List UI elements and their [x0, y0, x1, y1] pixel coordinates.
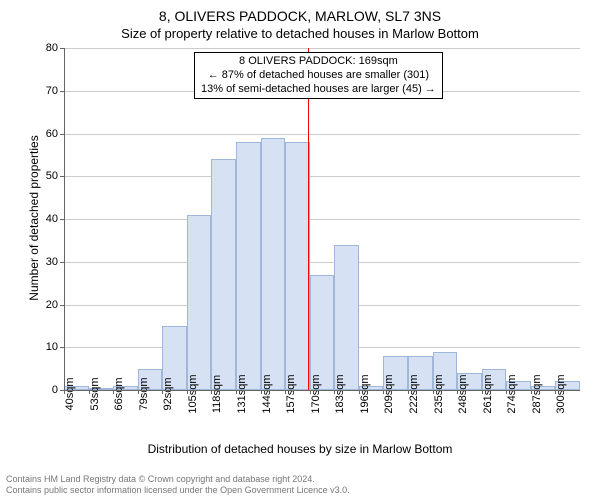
- ytick-label: 10: [46, 341, 58, 353]
- xtick-label: 118sqm: [211, 375, 223, 413]
- histogram-bar: [211, 159, 236, 390]
- xtick-label: 222sqm: [408, 374, 420, 413]
- gridline: [64, 262, 580, 263]
- annotation-line: 13% of semi-detached houses are larger (…: [201, 83, 436, 97]
- xtick-label: 209sqm: [383, 374, 395, 413]
- xtick-label: 144sqm: [261, 374, 273, 413]
- footer-line: Contains HM Land Registry data © Crown c…: [6, 474, 350, 485]
- ytick-label: 30: [46, 256, 58, 268]
- ytick-label: 50: [46, 170, 58, 182]
- ytick-label: 40: [46, 213, 58, 225]
- xtick-label: 79sqm: [138, 377, 150, 410]
- xtick-label: 53sqm: [89, 377, 101, 410]
- xtick-label: 248sqm: [457, 374, 469, 413]
- footer-attribution: Contains HM Land Registry data © Crown c…: [6, 474, 350, 497]
- xtick-label: 105sqm: [187, 374, 199, 413]
- xtick-label: 274sqm: [506, 374, 518, 413]
- gridline: [64, 219, 580, 220]
- xtick-label: 92sqm: [162, 377, 174, 410]
- ytick-label: 60: [46, 128, 58, 140]
- gridline: [64, 134, 580, 135]
- chart-title: 8, OLIVERS PADDOCK, MARLOW, SL7 3NS: [0, 8, 600, 24]
- x-axis-label: Distribution of detached houses by size …: [0, 442, 600, 456]
- histogram-bar: [187, 215, 212, 390]
- ytick-label: 0: [52, 384, 58, 396]
- histogram-bar: [236, 142, 261, 390]
- annotation-line: ← 87% of detached houses are smaller (30…: [201, 69, 436, 83]
- plot-area: 0102030405060708040sqm53sqm66sqm79sqm92s…: [64, 48, 580, 390]
- gridline: [64, 48, 580, 49]
- footer-line: Contains public sector information licen…: [6, 485, 350, 496]
- y-axis-label: Number of detached properties: [27, 118, 41, 318]
- xtick-label: 157sqm: [285, 374, 297, 413]
- ytick-label: 20: [46, 299, 58, 311]
- xtick-label: 170sqm: [310, 374, 322, 413]
- xtick-label: 183sqm: [334, 374, 346, 413]
- xtick-label: 261sqm: [482, 374, 494, 413]
- ytick-label: 70: [46, 85, 58, 97]
- histogram-bar: [261, 138, 286, 390]
- xtick-label: 196sqm: [359, 374, 371, 413]
- property-marker-line: [308, 48, 309, 390]
- xtick-label: 66sqm: [113, 377, 125, 410]
- ytick-label: 80: [46, 42, 58, 54]
- x-axis-line: [64, 390, 580, 391]
- histogram-bar: [285, 142, 310, 390]
- annotation-box: 8 OLIVERS PADDOCK: 169sqm← 87% of detach…: [194, 52, 443, 99]
- xtick-label: 235sqm: [433, 374, 445, 413]
- histogram-bar: [334, 245, 359, 390]
- xtick-label: 300sqm: [555, 374, 567, 413]
- xtick-label: 40sqm: [64, 377, 76, 410]
- chart-container: 8, OLIVERS PADDOCK, MARLOW, SL7 3NS Size…: [0, 0, 600, 500]
- chart-subtitle: Size of property relative to detached ho…: [0, 26, 600, 41]
- histogram-bar: [310, 275, 335, 390]
- xtick-label: 131sqm: [236, 374, 248, 413]
- y-axis-line: [64, 48, 65, 390]
- xtick-label: 287sqm: [531, 374, 543, 413]
- gridline: [64, 176, 580, 177]
- annotation-line: 8 OLIVERS PADDOCK: 169sqm: [201, 55, 436, 69]
